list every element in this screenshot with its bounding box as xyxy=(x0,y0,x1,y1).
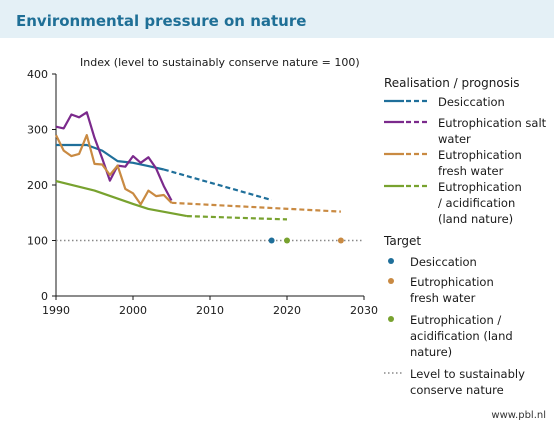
legend-target-eutro-fresh: Eutrophication fresh water xyxy=(410,275,494,305)
legend-label-eutro-fresh: Eutrophication fresh water xyxy=(438,148,522,178)
x-tick-label-1990: 1990 xyxy=(42,304,70,317)
x-tick-label-2000: 2000 xyxy=(119,304,147,317)
series-realisation-eutro_salt xyxy=(55,111,173,202)
x-tick-label-2010: 2010 xyxy=(196,304,224,317)
title-bar xyxy=(0,0,554,38)
legend-realisation-title: Realisation / prognosis xyxy=(384,76,520,90)
series-realisation-eutro_acid xyxy=(55,180,188,218)
source-credit: www.pbl.nl xyxy=(491,410,546,421)
series-realisation-eutro_fresh xyxy=(55,134,173,206)
y-tick-label-0: 0 xyxy=(41,290,48,303)
legend-target-desiccation: Desiccation xyxy=(410,255,477,269)
legend-target-dot-desiccation xyxy=(388,258,394,264)
x-tick-label-2030: 2030 xyxy=(350,304,378,317)
y-tick-label-400: 400 xyxy=(27,68,48,81)
series-prognosis-eutro_fresh xyxy=(171,201,341,213)
target-point-desiccation xyxy=(268,237,275,244)
legend-label-eutro-acid: Eutrophication / acidification (land nat… xyxy=(438,180,522,226)
legend-label-desiccation: Desiccation xyxy=(438,95,505,109)
legend-target-eutro-acid: Eutrophication / acidification (land nat… xyxy=(410,313,513,359)
series-realisation-desiccation xyxy=(56,143,165,171)
y-tick-label-300: 300 xyxy=(27,124,48,137)
legend-label-eutro-salt: Eutrophication salt water xyxy=(438,116,547,146)
target-point-eutro_acid xyxy=(284,237,290,244)
series-prognosis-desiccation xyxy=(163,168,272,202)
legend-target-dot-eutro_acid xyxy=(388,316,394,322)
legend-target-dot-eutro_fresh xyxy=(388,278,394,284)
legend-target-title: Target xyxy=(384,234,422,248)
series-prognosis-eutro_acid xyxy=(186,215,288,221)
legend-level-label: Level to sustainably conserve nature xyxy=(410,367,525,397)
y-tick-label-200: 200 xyxy=(27,179,48,192)
y-axis-label: Index (level to sustainably conserve nat… xyxy=(80,56,360,69)
target-point-eutro_fresh xyxy=(337,237,344,244)
x-tick-label-2020: 2020 xyxy=(273,304,301,317)
page-title: Environmental pressure on nature xyxy=(16,12,307,30)
y-tick-label-100: 100 xyxy=(27,235,48,248)
